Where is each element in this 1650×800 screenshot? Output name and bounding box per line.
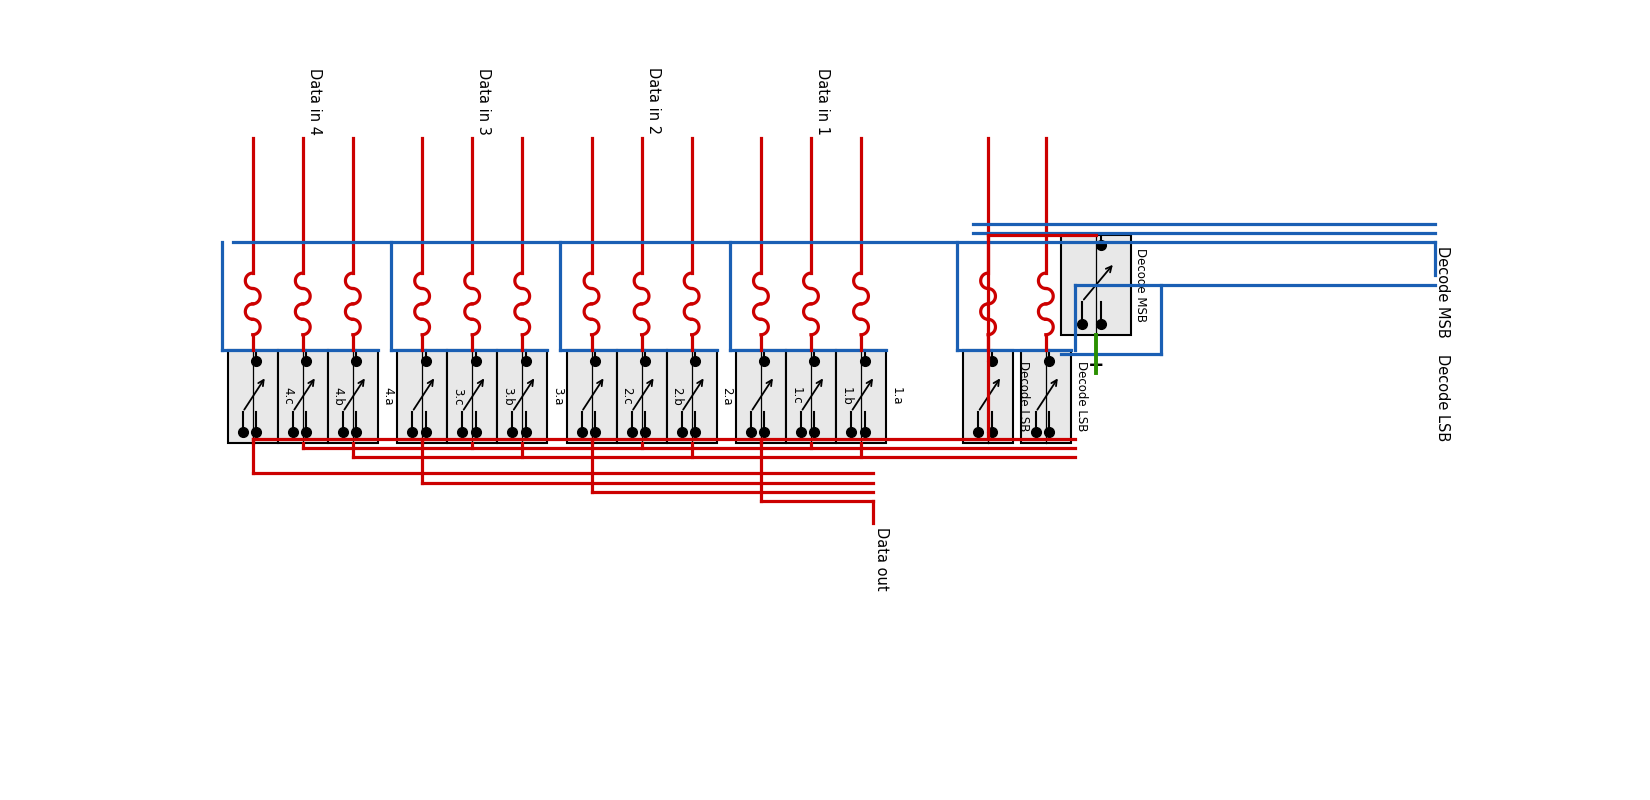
- Text: 1.b: 1.b: [840, 387, 853, 406]
- Text: Data in 4: Data in 4: [307, 67, 322, 134]
- Text: 1.c: 1.c: [790, 387, 804, 405]
- Bar: [328, 350, 378, 442]
- Text: 3.b: 3.b: [502, 387, 515, 406]
- Text: +: +: [1087, 356, 1104, 375]
- Text: 2.c: 2.c: [620, 387, 634, 405]
- Text: Data in 3: Data in 3: [477, 68, 492, 134]
- Text: 4.b: 4.b: [332, 387, 345, 406]
- Text: 1.a: 1.a: [889, 387, 903, 406]
- Bar: [497, 350, 548, 442]
- Bar: [785, 350, 837, 442]
- Bar: [964, 350, 1013, 442]
- Bar: [617, 350, 667, 442]
- Text: Data in 2: Data in 2: [645, 67, 660, 134]
- Text: Data out: Data out: [874, 527, 889, 591]
- Text: 4.c: 4.c: [282, 387, 295, 405]
- Bar: [736, 350, 785, 442]
- Bar: [837, 350, 886, 442]
- Text: 3.a: 3.a: [551, 387, 564, 406]
- Bar: [447, 350, 497, 442]
- Bar: [398, 350, 447, 442]
- Bar: [1021, 350, 1071, 442]
- Text: Decode MSB: Decode MSB: [1434, 246, 1450, 338]
- Bar: [277, 350, 328, 442]
- Text: 3.c: 3.c: [450, 387, 464, 405]
- Text: Decode LSB: Decode LSB: [1074, 361, 1087, 431]
- Bar: [566, 350, 617, 442]
- Text: Data in 1: Data in 1: [815, 67, 830, 134]
- Text: 2.b: 2.b: [670, 387, 683, 406]
- Text: 2.a: 2.a: [721, 387, 734, 406]
- Text: Decode MSB: Decode MSB: [1135, 248, 1147, 322]
- Bar: [228, 350, 277, 442]
- Text: 4.a: 4.a: [381, 387, 394, 406]
- Bar: [667, 350, 716, 442]
- Text: Decode LSB: Decode LSB: [1016, 361, 1030, 431]
- Bar: [1061, 234, 1130, 334]
- Text: Decode LSB: Decode LSB: [1434, 354, 1450, 442]
